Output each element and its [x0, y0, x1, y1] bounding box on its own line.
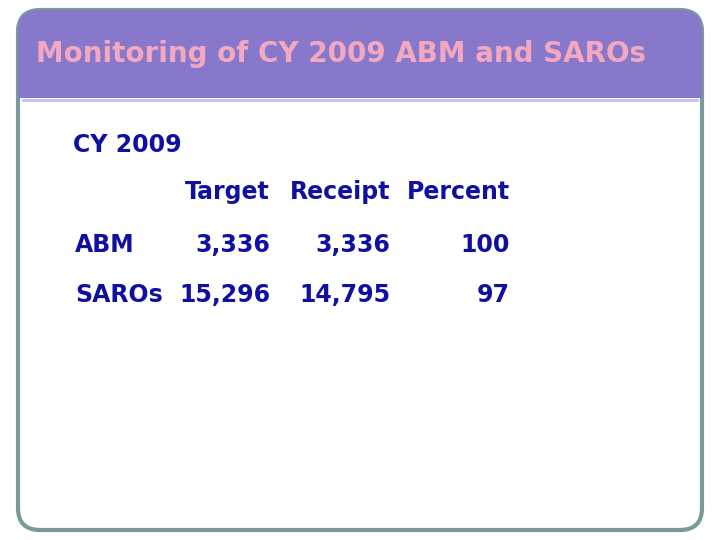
Text: 15,296: 15,296 [179, 283, 270, 307]
Text: Monitoring of CY 2009 ABM and SAROs: Monitoring of CY 2009 ABM and SAROs [36, 40, 646, 68]
Text: Receipt: Receipt [289, 180, 390, 204]
Text: Target: Target [185, 180, 270, 204]
Text: 3,336: 3,336 [195, 233, 270, 257]
Text: ABM: ABM [75, 233, 135, 257]
Text: 97: 97 [477, 283, 510, 307]
Bar [18, 76, 702, 98]
Text: CY 2009: CY 2009 [73, 133, 181, 157]
Text: 14,795: 14,795 [299, 283, 390, 307]
Text: 3,336: 3,336 [315, 233, 390, 257]
FancyBboxPatch shape [18, 10, 702, 98]
FancyBboxPatch shape [18, 10, 702, 530]
Text: SAROs: SAROs [75, 283, 163, 307]
Text: Percent: Percent [407, 180, 510, 204]
Text: 100: 100 [461, 233, 510, 257]
